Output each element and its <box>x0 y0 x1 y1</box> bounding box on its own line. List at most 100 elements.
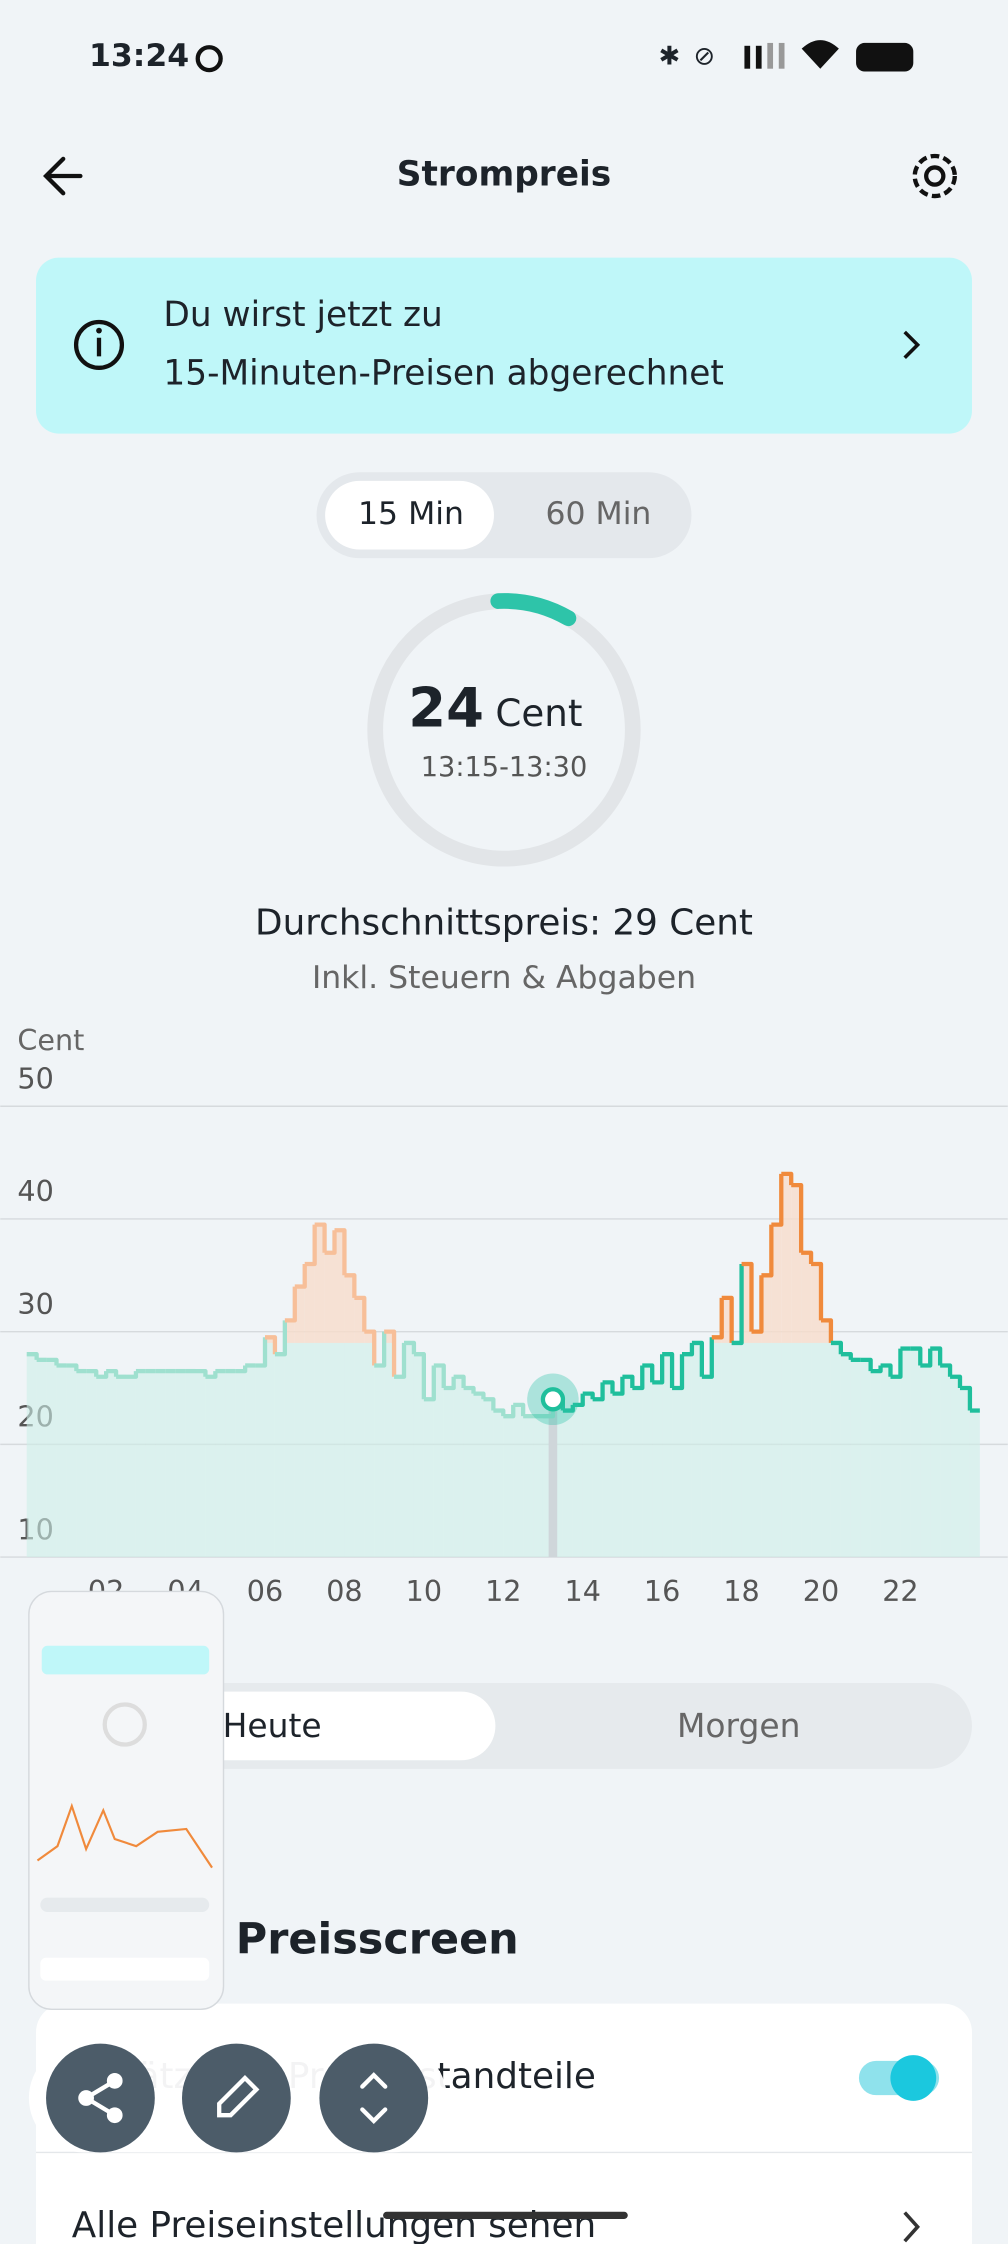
area-fill-high <box>811 1264 821 1343</box>
area-fill <box>850 1359 861 1558</box>
area-fill <box>46 1359 57 1558</box>
area-fill <box>523 1416 534 1558</box>
gauge-arc <box>490 593 577 627</box>
price-step <box>860 1357 873 1372</box>
day-tab[interactable]: Morgen <box>677 1706 800 1745</box>
area-fill <box>880 1365 891 1558</box>
area-fill-high <box>781 1173 792 1343</box>
switch-knob <box>890 2055 937 2101</box>
back-button[interactable] <box>43 156 83 196</box>
price-step <box>503 1404 516 1419</box>
status-time: 13:24 <box>89 38 189 74</box>
area-fill <box>721 1342 732 1558</box>
area-fill <box>910 1348 921 1558</box>
area-fill <box>145 1371 156 1558</box>
area-fill <box>245 1365 256 1558</box>
mute-icon: ⊘ <box>694 42 716 72</box>
area-fill <box>433 1365 444 1558</box>
area-fill <box>900 1348 911 1558</box>
price-step <box>731 1264 744 1346</box>
area-fill <box>562 1410 573 1558</box>
area-fill <box>255 1365 266 1558</box>
area-fill <box>76 1371 87 1558</box>
price-step <box>791 1183 804 1253</box>
area-fill <box>811 1342 821 1558</box>
area-fill <box>453 1376 464 1558</box>
area-fill <box>215 1371 226 1558</box>
area-fill <box>364 1342 375 1558</box>
price-chart: 10203040500204060810121416182022 <box>0 1061 1008 1608</box>
price-step <box>433 1363 446 1389</box>
area-fill <box>582 1393 593 1558</box>
x-tick-label: 16 <box>644 1574 680 1608</box>
share-button[interactable] <box>46 2043 155 2153</box>
price-step <box>384 1329 397 1377</box>
area-fill <box>36 1359 47 1558</box>
area-fill <box>840 1354 851 1558</box>
x-tick-label: 10 <box>406 1574 442 1608</box>
price-step <box>681 1342 695 1357</box>
price-step <box>443 1376 456 1391</box>
price-step <box>404 1340 417 1355</box>
price-step <box>314 1222 327 1253</box>
area-fill <box>126 1376 136 1558</box>
area-fill <box>294 1342 305 1558</box>
area-fill <box>205 1376 216 1558</box>
price-step <box>423 1365 436 1402</box>
gauge-time: 13:15-13:30 <box>421 752 588 783</box>
price-step <box>662 1352 675 1389</box>
price-step <box>324 1230 337 1255</box>
area-fill <box>632 1388 643 1558</box>
toggle-option[interactable]: 60 Min <box>546 496 652 532</box>
area-fill <box>622 1376 633 1558</box>
area-fill <box>552 1399 563 1558</box>
area-fill <box>652 1382 663 1558</box>
area-fill-high <box>294 1286 305 1343</box>
area-fill <box>662 1354 673 1558</box>
area-fill <box>284 1342 295 1558</box>
toggle-option[interactable]: 15 Min <box>358 496 464 532</box>
area-fill-high <box>384 1331 395 1343</box>
toggle-selected <box>325 480 494 550</box>
price-step <box>274 1320 288 1357</box>
x-tick-label: 14 <box>565 1574 601 1608</box>
price-step <box>721 1295 734 1343</box>
area-fill <box>761 1342 772 1558</box>
screenshot-thumbnail[interactable] <box>28 1590 225 2011</box>
area-fill <box>135 1371 146 1558</box>
current-point <box>540 1387 566 1412</box>
expand-button[interactable] <box>319 2043 429 2153</box>
area-fill <box>384 1342 395 1558</box>
area-fill-high <box>364 1331 375 1343</box>
price-step <box>950 1374 963 1389</box>
area-fill <box>185 1371 196 1558</box>
area-fill <box>533 1416 543 1558</box>
settings-row[interactable]: Alle Preiseinstellungen sehen <box>72 2205 596 2244</box>
x-tick-label: 06 <box>247 1574 283 1608</box>
price-step <box>751 1275 764 1334</box>
area-fill <box>483 1399 494 1558</box>
info-banner[interactable]: Du wirst jetzt zu 15-Minuten-Preisen abg… <box>36 257 972 434</box>
area-fill-high <box>344 1275 355 1343</box>
average-note: Inkl. Steuern & Abgaben <box>312 960 696 996</box>
area-fill <box>195 1371 206 1558</box>
price-step <box>910 1346 923 1366</box>
area-fill <box>324 1342 335 1558</box>
area-fill <box>691 1342 702 1558</box>
gauge-unit: Cent <box>495 691 582 735</box>
screenshot-toolbar <box>28 2043 447 2153</box>
area-fill-high <box>771 1224 782 1343</box>
area-fill-high <box>801 1252 812 1343</box>
settings-button[interactable] <box>912 153 957 199</box>
price-step <box>741 1261 754 1332</box>
area-fill-high <box>721 1297 732 1343</box>
price-step <box>364 1329 377 1366</box>
day-tab[interactable]: Heute <box>223 1706 322 1745</box>
edit-button[interactable] <box>181 2043 291 2153</box>
price-step <box>691 1340 704 1377</box>
area-fill-high <box>820 1320 831 1343</box>
price-step <box>334 1228 347 1276</box>
status-icons: ✱ ⊘ <box>195 40 914 73</box>
area-fill <box>354 1342 365 1558</box>
